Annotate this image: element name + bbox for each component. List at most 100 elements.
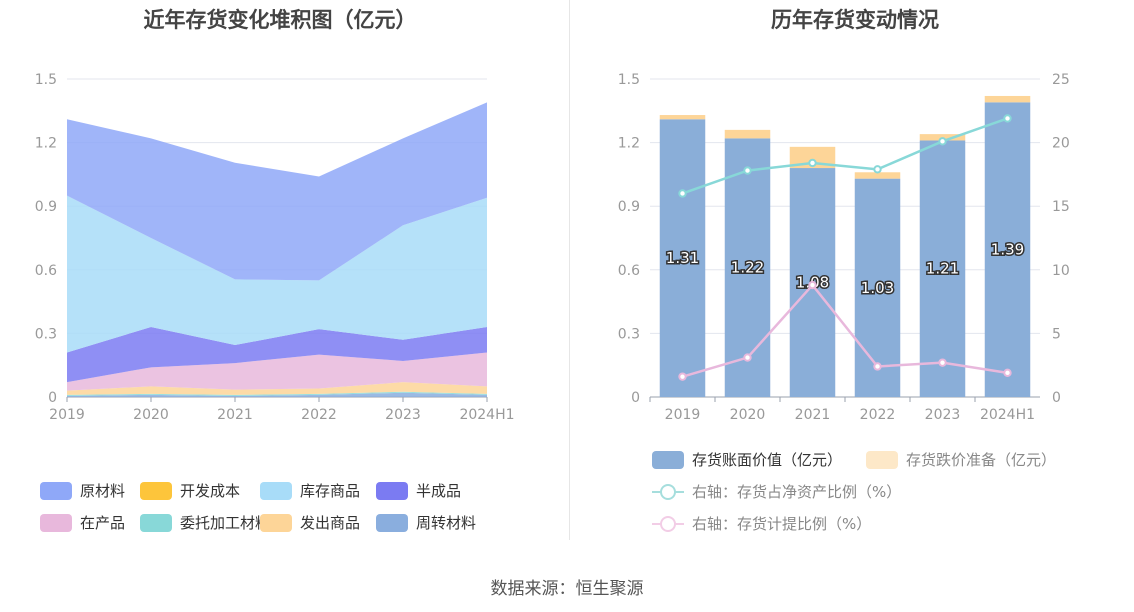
left-chart-title: 近年存货变化堆积图（亿元） (143, 8, 417, 32)
line-point-2 (938, 137, 947, 146)
legend-label: 开发成本 (180, 482, 241, 500)
legend-item[interactable]: 原材料 (40, 480, 125, 501)
x-tick-label: 2019 (49, 407, 85, 423)
bar-series-0 (659, 119, 706, 397)
legend-label: 原材料 (80, 482, 126, 500)
legend-swatch (376, 513, 408, 532)
area-series-4 (67, 352, 487, 391)
bar-series-0 (919, 140, 966, 397)
y-tick-label: 1.2 (618, 136, 640, 152)
legend-swatch (260, 513, 292, 532)
bar-value-label: 1.22 (731, 259, 764, 277)
inventory-bar-line-chart: 00.30.60.91.21.505101520251.311.221.081.… (618, 72, 1070, 423)
x-tick-label: 2020 (133, 407, 169, 423)
bar-series-1 (789, 146, 836, 169)
x-tick-label: 2020 (730, 407, 766, 423)
y-tick-label: 0 (48, 390, 57, 406)
bar-series-1 (659, 115, 706, 120)
y-tick-label: 1.2 (35, 136, 57, 152)
bar-series-1 (984, 95, 1031, 103)
area-series-3 (67, 382, 487, 395)
left-legend: 原材料 开发成本 库存商品 半成品在产品 委托加工材料 发出商品 周转材料 (40, 480, 560, 536)
legend-swatch (40, 481, 72, 500)
legend-label: 右轴：存货计提比例（%） (692, 515, 872, 533)
line-point-2 (1003, 114, 1012, 123)
x-tick-label: 2023 (385, 407, 421, 423)
legend-swatch (652, 515, 684, 533)
legend-swatch (260, 481, 292, 500)
line-point-3 (938, 358, 947, 367)
y-tick-label: 0 (631, 390, 640, 406)
line-point-3 (808, 280, 817, 290)
legend-swatch (140, 481, 172, 500)
x-tick-label: 2022 (860, 407, 896, 423)
legend-label: 在产品 (80, 514, 126, 532)
legend-item[interactable]: 存货账面价值（亿元） (652, 449, 842, 470)
line-point-3 (1003, 368, 1012, 378)
legend-label: 发出商品 (300, 514, 361, 532)
y-tick-label: 0.6 (35, 263, 57, 279)
legend-item[interactable]: 库存商品 (260, 480, 360, 501)
legend-item[interactable]: 周转材料 (376, 512, 476, 533)
y-tick-label: 0.3 (35, 326, 57, 342)
y-tick-label: 1.5 (35, 72, 57, 88)
legend-label: 委托加工材料 (180, 514, 271, 532)
legend-label: 周转材料 (416, 514, 477, 532)
bar-value-label: 1.31 (666, 249, 699, 267)
area-series-2 (67, 391, 487, 396)
line-point-2 (678, 189, 687, 198)
area-series-5 (67, 327, 487, 383)
legend-swatch (866, 450, 898, 469)
x-tick-label: 2021 (217, 407, 253, 423)
y-tick-label: 0.9 (35, 199, 57, 215)
bar-series-0 (854, 178, 901, 397)
y-tick-label: 0.3 (618, 326, 640, 342)
y2-tick-label: 15 (1052, 199, 1070, 215)
x-tick-label: 2019 (665, 407, 701, 423)
line-series-3 (682, 283, 1008, 378)
legend-swatch (40, 513, 72, 532)
line-point-3 (678, 372, 687, 381)
x-tick-label: 2024H1 (459, 407, 514, 423)
legend-label: 存货账面价值（亿元） (692, 451, 843, 469)
chart-divider (569, 0, 570, 540)
y2-tick-label: 0 (1052, 390, 1061, 406)
legend-swatch (140, 513, 172, 532)
legend-label: 半成品 (416, 482, 462, 500)
bar-value-label: 1.03 (861, 279, 894, 297)
legend-label: 右轴：存货占净资产比例（%） (692, 483, 902, 501)
legend-item[interactable]: 开发成本 (140, 480, 240, 501)
y-tick-label: 0.6 (618, 263, 640, 279)
legend-item[interactable]: 右轴：存货占净资产比例（%） (652, 481, 901, 502)
line-point-3 (743, 353, 752, 362)
y2-tick-label: 10 (1052, 263, 1070, 279)
bar-series-1 (854, 172, 901, 179)
legend-item[interactable]: 半成品 (376, 480, 461, 501)
line-point-2 (808, 158, 817, 168)
y2-tick-label: 20 (1052, 136, 1070, 152)
bar-series-1 (724, 129, 771, 139)
legend-item[interactable]: 右轴：存货计提比例（%） (652, 513, 871, 534)
legend-item[interactable]: 委托加工材料 (140, 512, 270, 533)
area-series-0 (67, 392, 487, 397)
legend-swatch (376, 481, 408, 500)
x-tick-label: 2022 (301, 407, 337, 423)
y2-tick-label: 25 (1052, 72, 1070, 88)
legend-item[interactable]: 发出商品 (260, 512, 360, 533)
line-point-2 (873, 165, 882, 174)
area-series-6 (67, 195, 487, 353)
legend-item[interactable]: 存货跌价准备（亿元） (866, 449, 1056, 470)
x-tick-label: 2023 (925, 407, 961, 423)
right-chart-title: 历年存货变动情况 (771, 8, 939, 32)
y-tick-label: 0.9 (618, 199, 640, 215)
stacked-area-chart: 0 0.3 0.6 0.9 1.2 1.5 2019 2020 2021 2022 2023 2024… (35, 72, 515, 423)
x-tick-label: 2024H1 (980, 407, 1035, 423)
legend-item[interactable]: 在产品 (40, 512, 125, 533)
y2-tick-label: 5 (1052, 326, 1061, 342)
area-series-7 (67, 102, 487, 281)
bar-value-label: 1.21 (926, 260, 959, 278)
right-legend: 存货账面价值（亿元） 存货跌价准备（亿元） 右轴：存货占净资产比例（%） 右轴：存货计… (652, 449, 1122, 539)
line-point-2 (743, 166, 752, 175)
legend-swatch (652, 483, 684, 501)
legend-swatch (652, 450, 684, 469)
